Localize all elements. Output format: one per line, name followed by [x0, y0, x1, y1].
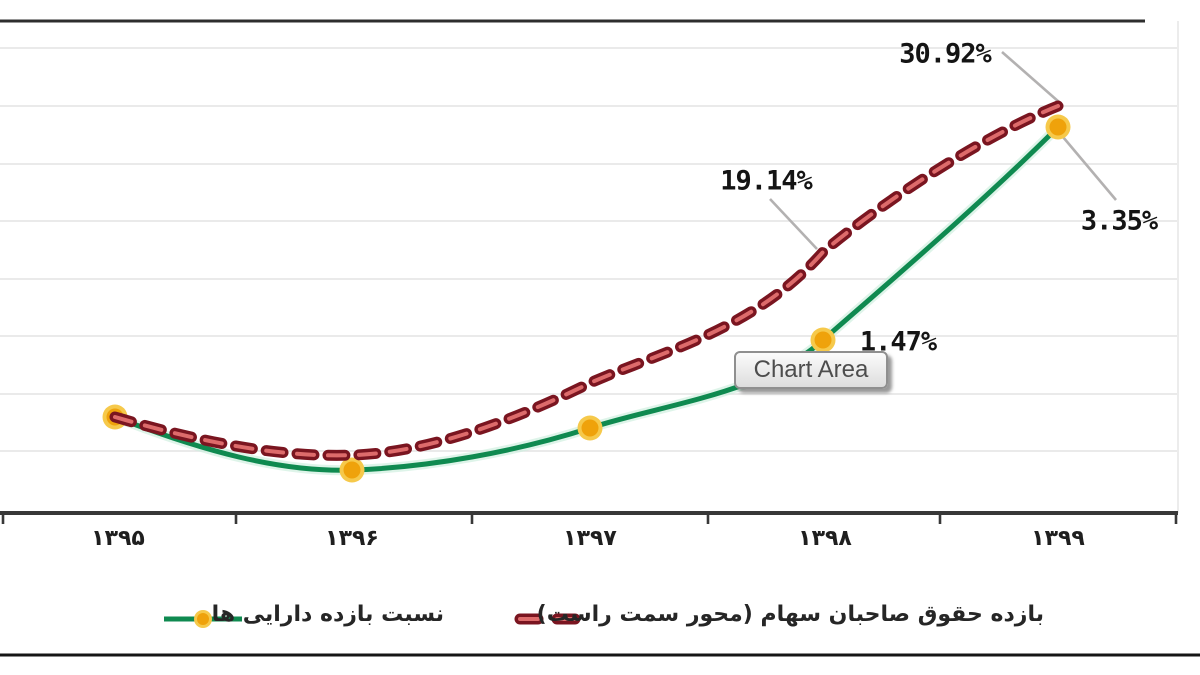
chart-area-tooltip: Chart Area: [734, 351, 888, 389]
data-label-roe-1398: 19.14%: [720, 165, 813, 197]
legend-label-roe[interactable]: بازده حقوق صاحبان سهام (محور سمت راست): [536, 602, 1044, 627]
legend-marker-roe[interactable]: [510, 606, 590, 632]
x-axis-ticks: [1, 513, 1178, 524]
x-tick-label-1398[interactable]: ۱۳۹۸: [798, 526, 852, 551]
roe-dashed-line-outline[interactable]: [109, 100, 1064, 461]
x-tick-label-1399[interactable]: ۱۳۹۹: [1031, 526, 1085, 551]
data-label-roa-1399: 3.35%: [1080, 205, 1158, 237]
chart-area-tooltip-text: Chart Area: [753, 356, 869, 383]
data-label-roe-1399: 30.92%: [899, 38, 992, 70]
roa-markers[interactable]: [102, 114, 1071, 483]
roe-dashed-line-core: [113, 104, 1060, 458]
x-tick-label-1397[interactable]: ۱۳۹۷: [563, 526, 617, 551]
legend-label-roa[interactable]: نسبت بازده دارایی ها: [211, 602, 444, 627]
x-tick-label-1396[interactable]: ۱۳۹۶: [325, 526, 379, 551]
gridlines: [0, 47, 1178, 452]
label-leader-lines: [769, 51, 1117, 250]
legend-marker-roa[interactable]: [160, 606, 246, 632]
x-tick-label-1395[interactable]: ۱۳۹۵: [91, 526, 145, 551]
